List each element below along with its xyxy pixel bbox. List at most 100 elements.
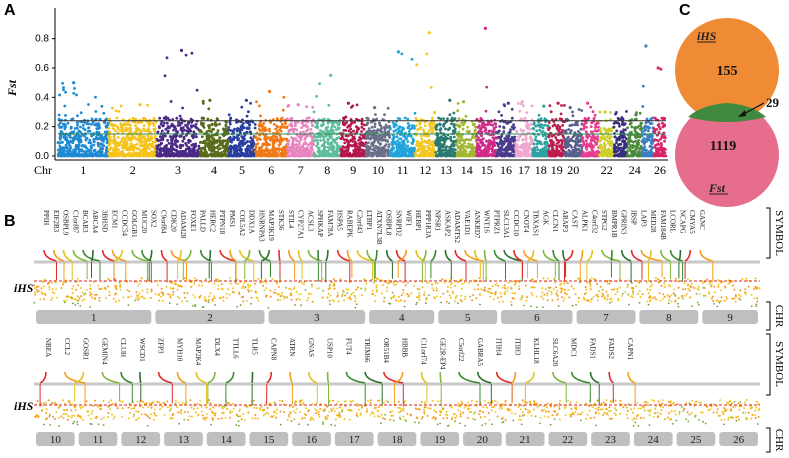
fst-point (318, 151, 321, 155)
fst-point (398, 154, 402, 158)
fst-point (452, 144, 456, 148)
fst-point (99, 148, 102, 152)
fst-point (346, 134, 350, 138)
fst-point (245, 140, 249, 144)
fst-point (254, 135, 258, 139)
fst-point (245, 152, 248, 156)
fst-point (507, 154, 511, 158)
fst-point (370, 154, 374, 158)
fst-point (158, 148, 161, 151)
fst-point (237, 137, 241, 141)
fst-point (394, 154, 398, 158)
fst-point (166, 131, 170, 135)
fst-point (323, 154, 327, 158)
fst-point (210, 134, 214, 138)
fst-point (122, 122, 126, 126)
fst-point (531, 126, 535, 130)
fst-point (449, 137, 452, 141)
fst-point (396, 147, 399, 151)
fst-point (419, 126, 423, 129)
fst-point (388, 154, 392, 157)
fst-point (591, 110, 595, 114)
fst-point (79, 138, 83, 142)
fst-point (265, 154, 269, 158)
fst-point (69, 125, 73, 129)
fst-point (500, 114, 503, 117)
fst-point (276, 125, 279, 129)
fst-point (85, 136, 89, 140)
fst-point (435, 128, 438, 131)
fst-point (368, 145, 372, 149)
fst-point (309, 135, 313, 138)
fst-point (143, 135, 146, 139)
fst-point (406, 154, 410, 158)
fst-point (248, 145, 252, 149)
fst-peak-point (506, 101, 510, 105)
fst-point (336, 126, 340, 130)
fst-point (422, 128, 425, 132)
fst-point (442, 142, 446, 146)
fst-point (171, 118, 175, 121)
fst-point (471, 143, 474, 147)
fst-point (172, 128, 176, 132)
fst-point (108, 130, 112, 134)
fst-point (486, 121, 490, 125)
fst-point (477, 154, 481, 158)
fst-point (194, 152, 198, 156)
fst-point (439, 135, 443, 139)
fst-point (471, 136, 474, 140)
fst-point (135, 129, 139, 133)
fst-point (276, 138, 280, 142)
fst-point (220, 151, 224, 154)
fst-point (97, 131, 101, 134)
fst-point (480, 122, 484, 126)
fst-point (396, 117, 400, 120)
fst-point (440, 154, 443, 158)
fst-point (451, 148, 455, 151)
fst-point (367, 151, 371, 154)
fst-point (113, 139, 117, 143)
fst-point (161, 154, 165, 157)
fst-point (464, 114, 468, 118)
fst-point (250, 139, 254, 143)
fst-point (249, 136, 253, 140)
fst-point (253, 126, 257, 130)
fst-point (558, 153, 562, 156)
fst-point (475, 117, 479, 121)
fst-point (240, 124, 244, 127)
fst-point (103, 121, 107, 125)
fst-point (87, 103, 90, 106)
fst-point (455, 141, 459, 145)
fst-point (322, 142, 325, 146)
fst-point (411, 137, 415, 141)
fst-point (178, 154, 182, 158)
fst-point (165, 121, 169, 125)
fst-point (122, 139, 126, 143)
fst-point (294, 124, 297, 127)
fst-point (464, 149, 468, 153)
fst-point (114, 145, 118, 149)
fst-point (357, 139, 360, 142)
fst-point (525, 111, 529, 114)
fst-point (385, 126, 389, 129)
fst-point (62, 123, 66, 126)
fst-point (502, 130, 506, 134)
fst-point (168, 154, 172, 158)
fst-point (152, 124, 156, 127)
fst-point (261, 142, 265, 146)
fst-point (325, 134, 328, 138)
fst-point (342, 116, 345, 120)
fst-point (128, 123, 132, 127)
fst-point (139, 134, 143, 137)
fst-point (77, 129, 81, 133)
fst-point (162, 124, 165, 127)
fst-point (152, 117, 156, 120)
fst-point (587, 143, 591, 147)
fst-point (132, 153, 135, 157)
fst-point (510, 107, 514, 111)
fst-point (290, 145, 294, 149)
fst-point (344, 149, 348, 153)
fst-point (190, 143, 194, 147)
fst-point (235, 145, 239, 149)
fst-point (433, 110, 436, 114)
